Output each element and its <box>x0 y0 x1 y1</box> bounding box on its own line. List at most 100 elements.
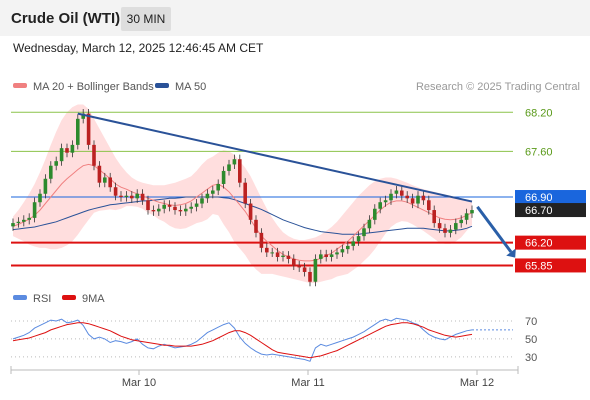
candle-body <box>367 219 372 229</box>
candle-body <box>356 236 361 242</box>
candle-body <box>113 187 118 196</box>
rsi-tick-label: 30 <box>525 352 537 364</box>
candle-body <box>27 217 31 220</box>
candle-body <box>32 202 37 218</box>
candle-body <box>119 195 123 198</box>
candle-body <box>351 241 355 246</box>
candle-body <box>259 232 264 248</box>
ma20-legend-swatch <box>13 83 27 88</box>
candle-body <box>124 195 129 198</box>
candle-body <box>410 198 415 204</box>
research-credit: Research © 2025 Trading Central <box>416 81 580 93</box>
candle-body <box>281 255 285 257</box>
timestamp: Wednesday, March 12, 2025 12:46:45 AM CE… <box>13 41 264 55</box>
candle-body <box>313 258 318 282</box>
level-tag-last <box>515 203 586 218</box>
level-value-resistance: 68.20 <box>525 107 553 119</box>
rsi-tick-label: 50 <box>525 334 537 346</box>
candle-body <box>265 247 269 253</box>
candle-body <box>184 208 188 212</box>
candle-body <box>346 245 350 250</box>
level-tag-support <box>515 235 586 250</box>
candle-body <box>416 195 420 204</box>
candle-body <box>319 254 323 259</box>
candle-body <box>221 170 226 184</box>
ma50-line <box>12 196 473 235</box>
rsi-ma-legend-label: 9MA <box>82 293 105 305</box>
candle-body <box>302 267 307 272</box>
forecast-arrow-shaft <box>476 205 513 253</box>
rsi-legend-swatch <box>13 295 27 300</box>
candle-body <box>92 144 96 166</box>
ma20-legend-label: MA 20 + Bollinger Bands <box>33 81 154 93</box>
candle-body <box>383 200 388 203</box>
candle-body <box>146 200 150 211</box>
candle-body <box>373 208 377 220</box>
candle-body <box>454 223 458 230</box>
candle-body <box>140 193 145 201</box>
candle-body <box>81 113 85 119</box>
candle-body <box>308 271 312 282</box>
trendline <box>77 112 473 203</box>
level-value-resistance: 67.60 <box>525 146 553 158</box>
candle-body <box>97 165 102 183</box>
candle-body <box>70 144 75 153</box>
level-value-support: 65.85 <box>525 260 553 272</box>
ma20-line <box>12 163 473 262</box>
candle-body <box>437 223 442 229</box>
candle-body <box>65 148 69 153</box>
level-tag-pivot <box>515 190 586 205</box>
candle-body <box>448 229 453 233</box>
candle-body <box>205 193 210 199</box>
candle-body <box>16 221 21 224</box>
candle-body <box>43 178 48 194</box>
candle-body <box>421 195 426 201</box>
candle-body <box>22 219 26 222</box>
candle-body <box>270 252 274 254</box>
x-tick-label: Mar 11 <box>291 377 324 389</box>
candle-body <box>286 255 291 259</box>
candle-body <box>470 210 474 214</box>
rsi-series-0 <box>12 317 473 362</box>
candle-body <box>178 210 183 212</box>
candle-body <box>238 159 242 183</box>
candle-body <box>54 161 58 166</box>
candle-body <box>211 190 215 194</box>
candle-body <box>76 118 80 145</box>
candle-body <box>108 177 112 188</box>
candle-body <box>297 265 301 268</box>
level-value-last: 66.70 <box>525 205 553 217</box>
candle-body <box>103 177 107 183</box>
candle-body <box>173 206 177 211</box>
candle-body <box>194 203 199 207</box>
candle-body <box>389 193 393 201</box>
candle-body <box>157 208 161 212</box>
candle-body <box>189 206 193 209</box>
candle-body <box>227 164 231 171</box>
rsi-ma-legend-swatch <box>62 295 76 300</box>
ma50-legend-swatch <box>155 83 169 88</box>
candle-body <box>459 219 463 224</box>
candle-body <box>216 183 220 191</box>
candle-body <box>49 165 53 179</box>
candle-body <box>232 159 237 165</box>
candle-body <box>432 210 436 224</box>
candle-body <box>59 148 64 162</box>
candle-body <box>254 219 258 233</box>
candle-body <box>248 203 253 220</box>
candle-body <box>243 182 247 204</box>
candle-body <box>135 193 139 199</box>
candle-body <box>362 228 366 237</box>
candle-body <box>394 190 399 194</box>
candle-body <box>151 210 156 212</box>
candle-body <box>292 258 296 266</box>
candle-body <box>200 198 204 204</box>
timeframe-button[interactable]: 30 MIN <box>121 7 171 31</box>
candle-body <box>443 228 447 233</box>
candle-body <box>427 200 431 211</box>
candle-body <box>400 190 404 196</box>
x-tick-label: Mar 10 <box>122 377 156 389</box>
candle-body <box>130 195 134 199</box>
candle-body <box>324 254 328 257</box>
forecast-arrow-head <box>506 248 516 258</box>
